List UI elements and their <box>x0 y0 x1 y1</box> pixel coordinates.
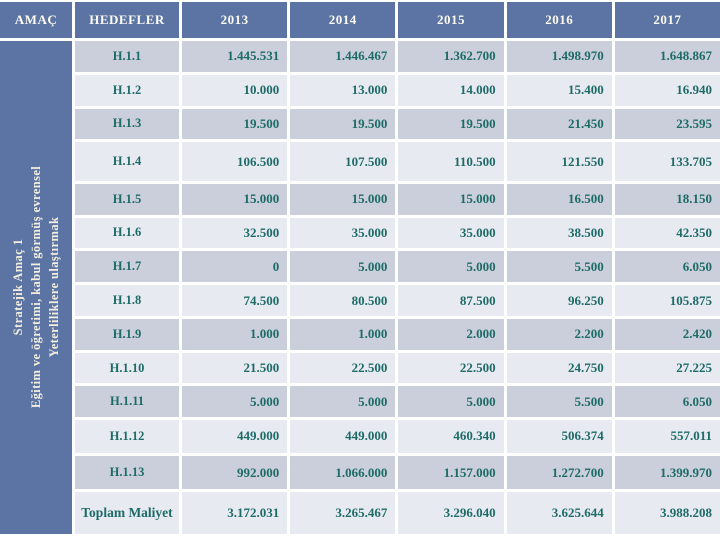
targets-column-header: HEDEFLER <box>75 2 179 38</box>
value-cell: 1.157.000 <box>398 455 504 490</box>
value-cell: 2.200 <box>506 318 612 350</box>
total-value-cell: 3.172.031 <box>182 492 288 534</box>
year-header-2015: 2015 <box>398 2 504 38</box>
target-cell: H.1.3 <box>75 108 179 140</box>
value-cell: 1.648.867 <box>614 41 720 72</box>
value-cell: 460.340 <box>398 420 504 453</box>
value-cell: 32.500 <box>182 217 288 249</box>
value-cell: 24.750 <box>506 352 612 384</box>
target-cell: H.1.4 <box>75 142 179 181</box>
value-cell: 1.362.700 <box>398 41 504 72</box>
value-cell: 5.000 <box>290 251 396 283</box>
value-cell: 5.500 <box>506 251 612 283</box>
strategic-goal-line-3: Yeterliliklere ulaştırmak <box>47 217 62 358</box>
value-cell: 449.000 <box>182 420 288 453</box>
year-header-2014: 2014 <box>290 2 396 38</box>
value-cell: 38.500 <box>506 217 612 249</box>
value-cell: 5.000 <box>398 251 504 283</box>
goal-column-header: AMAÇ <box>0 2 72 38</box>
value-cell: 5.000 <box>182 386 288 418</box>
value-cell: 18.150 <box>614 183 720 215</box>
value-cell: 1.000 <box>182 318 288 350</box>
value-cell: 0 <box>182 251 288 283</box>
value-cell: 16.940 <box>614 74 720 106</box>
value-cell: 6.050 <box>614 386 720 418</box>
value-cell: 19.500 <box>398 108 504 140</box>
value-cell: 2.420 <box>614 318 720 350</box>
value-cell: 19.500 <box>290 108 396 140</box>
year-header-2017: 2017 <box>614 2 720 38</box>
value-cell: 506.374 <box>506 420 612 453</box>
value-cell: 87.500 <box>398 285 504 316</box>
value-cell: 14.000 <box>398 74 504 106</box>
value-cell: 16.500 <box>506 183 612 215</box>
strategic-goal-line-1: Stratejik Amaç 1 <box>10 239 25 336</box>
value-cell: 15.000 <box>182 183 288 215</box>
value-cell: 110.500 <box>398 142 504 181</box>
value-cell: 27.225 <box>614 352 720 384</box>
total-value-cell: 3.625.644 <box>506 492 612 534</box>
target-cell: H.1.2 <box>75 74 179 106</box>
target-cell: H.1.13 <box>75 455 179 490</box>
value-cell: 22.500 <box>398 352 504 384</box>
value-cell: 133.705 <box>614 142 720 181</box>
strategic-goal-label: Stratejik Amaç 1 Eğitim ve öğretimi, kab… <box>9 52 63 522</box>
value-cell: 23.595 <box>614 108 720 140</box>
target-cell: H.1.10 <box>75 352 179 384</box>
value-cell: 19.500 <box>182 108 288 140</box>
value-cell: 1.498.970 <box>506 41 612 72</box>
value-cell: 5.000 <box>398 386 504 418</box>
value-cell: 13.000 <box>290 74 396 106</box>
value-cell: 42.350 <box>614 217 720 249</box>
value-cell: 1.445.531 <box>182 41 288 72</box>
value-cell: 96.250 <box>506 285 612 316</box>
value-cell: 1.399.970 <box>614 455 720 490</box>
strategic-goal-sidebar: Stratejik Amaç 1 Eğitim ve öğretimi, kab… <box>0 41 72 534</box>
value-cell: 22.500 <box>290 352 396 384</box>
value-cell: 35.000 <box>290 217 396 249</box>
target-cell: H.1.7 <box>75 251 179 283</box>
total-value-cell: 3.296.040 <box>398 492 504 534</box>
target-cell: H.1.5 <box>75 183 179 215</box>
value-cell: 5.500 <box>506 386 612 418</box>
value-cell: 15.400 <box>506 74 612 106</box>
total-value-cell: 3.988.208 <box>614 492 720 534</box>
value-cell: 35.000 <box>398 217 504 249</box>
value-cell: 1.066.000 <box>290 455 396 490</box>
value-cell: 6.050 <box>614 251 720 283</box>
value-cell: 106.500 <box>182 142 288 181</box>
value-cell: 80.500 <box>290 285 396 316</box>
value-cell: 992.000 <box>182 455 288 490</box>
value-cell: 2.000 <box>398 318 504 350</box>
value-cell: 107.500 <box>290 142 396 181</box>
target-cell: H.1.9 <box>75 318 179 350</box>
target-cell: H.1.6 <box>75 217 179 249</box>
value-cell: 105.875 <box>614 285 720 316</box>
value-cell: 449.000 <box>290 420 396 453</box>
total-value-cell: 3.265.467 <box>290 492 396 534</box>
value-cell: 1.272.700 <box>506 455 612 490</box>
value-cell: 21.450 <box>506 108 612 140</box>
value-cell: 15.000 <box>398 183 504 215</box>
total-label-cell: Toplam Maliyet <box>75 492 179 534</box>
target-cell: H.1.12 <box>75 420 179 453</box>
strategic-goal-line-2: Eğitim ve öğretimi, kabul görmüş evrense… <box>28 166 43 409</box>
value-cell: 557.011 <box>614 420 720 453</box>
value-cell: 10.000 <box>182 74 288 106</box>
value-cell: 1.000 <box>290 318 396 350</box>
target-cell: H.1.8 <box>75 285 179 316</box>
value-cell: 121.550 <box>506 142 612 181</box>
target-cell: H.1.11 <box>75 386 179 418</box>
value-cell: 21.500 <box>182 352 288 384</box>
value-cell: 1.446.467 <box>290 41 396 72</box>
year-header-2016: 2016 <box>506 2 612 38</box>
value-cell: 5.000 <box>290 386 396 418</box>
value-cell: 15.000 <box>290 183 396 215</box>
value-cell: 74.500 <box>182 285 288 316</box>
year-header-2013: 2013 <box>182 2 288 38</box>
target-cell: H.1.1 <box>75 41 179 72</box>
